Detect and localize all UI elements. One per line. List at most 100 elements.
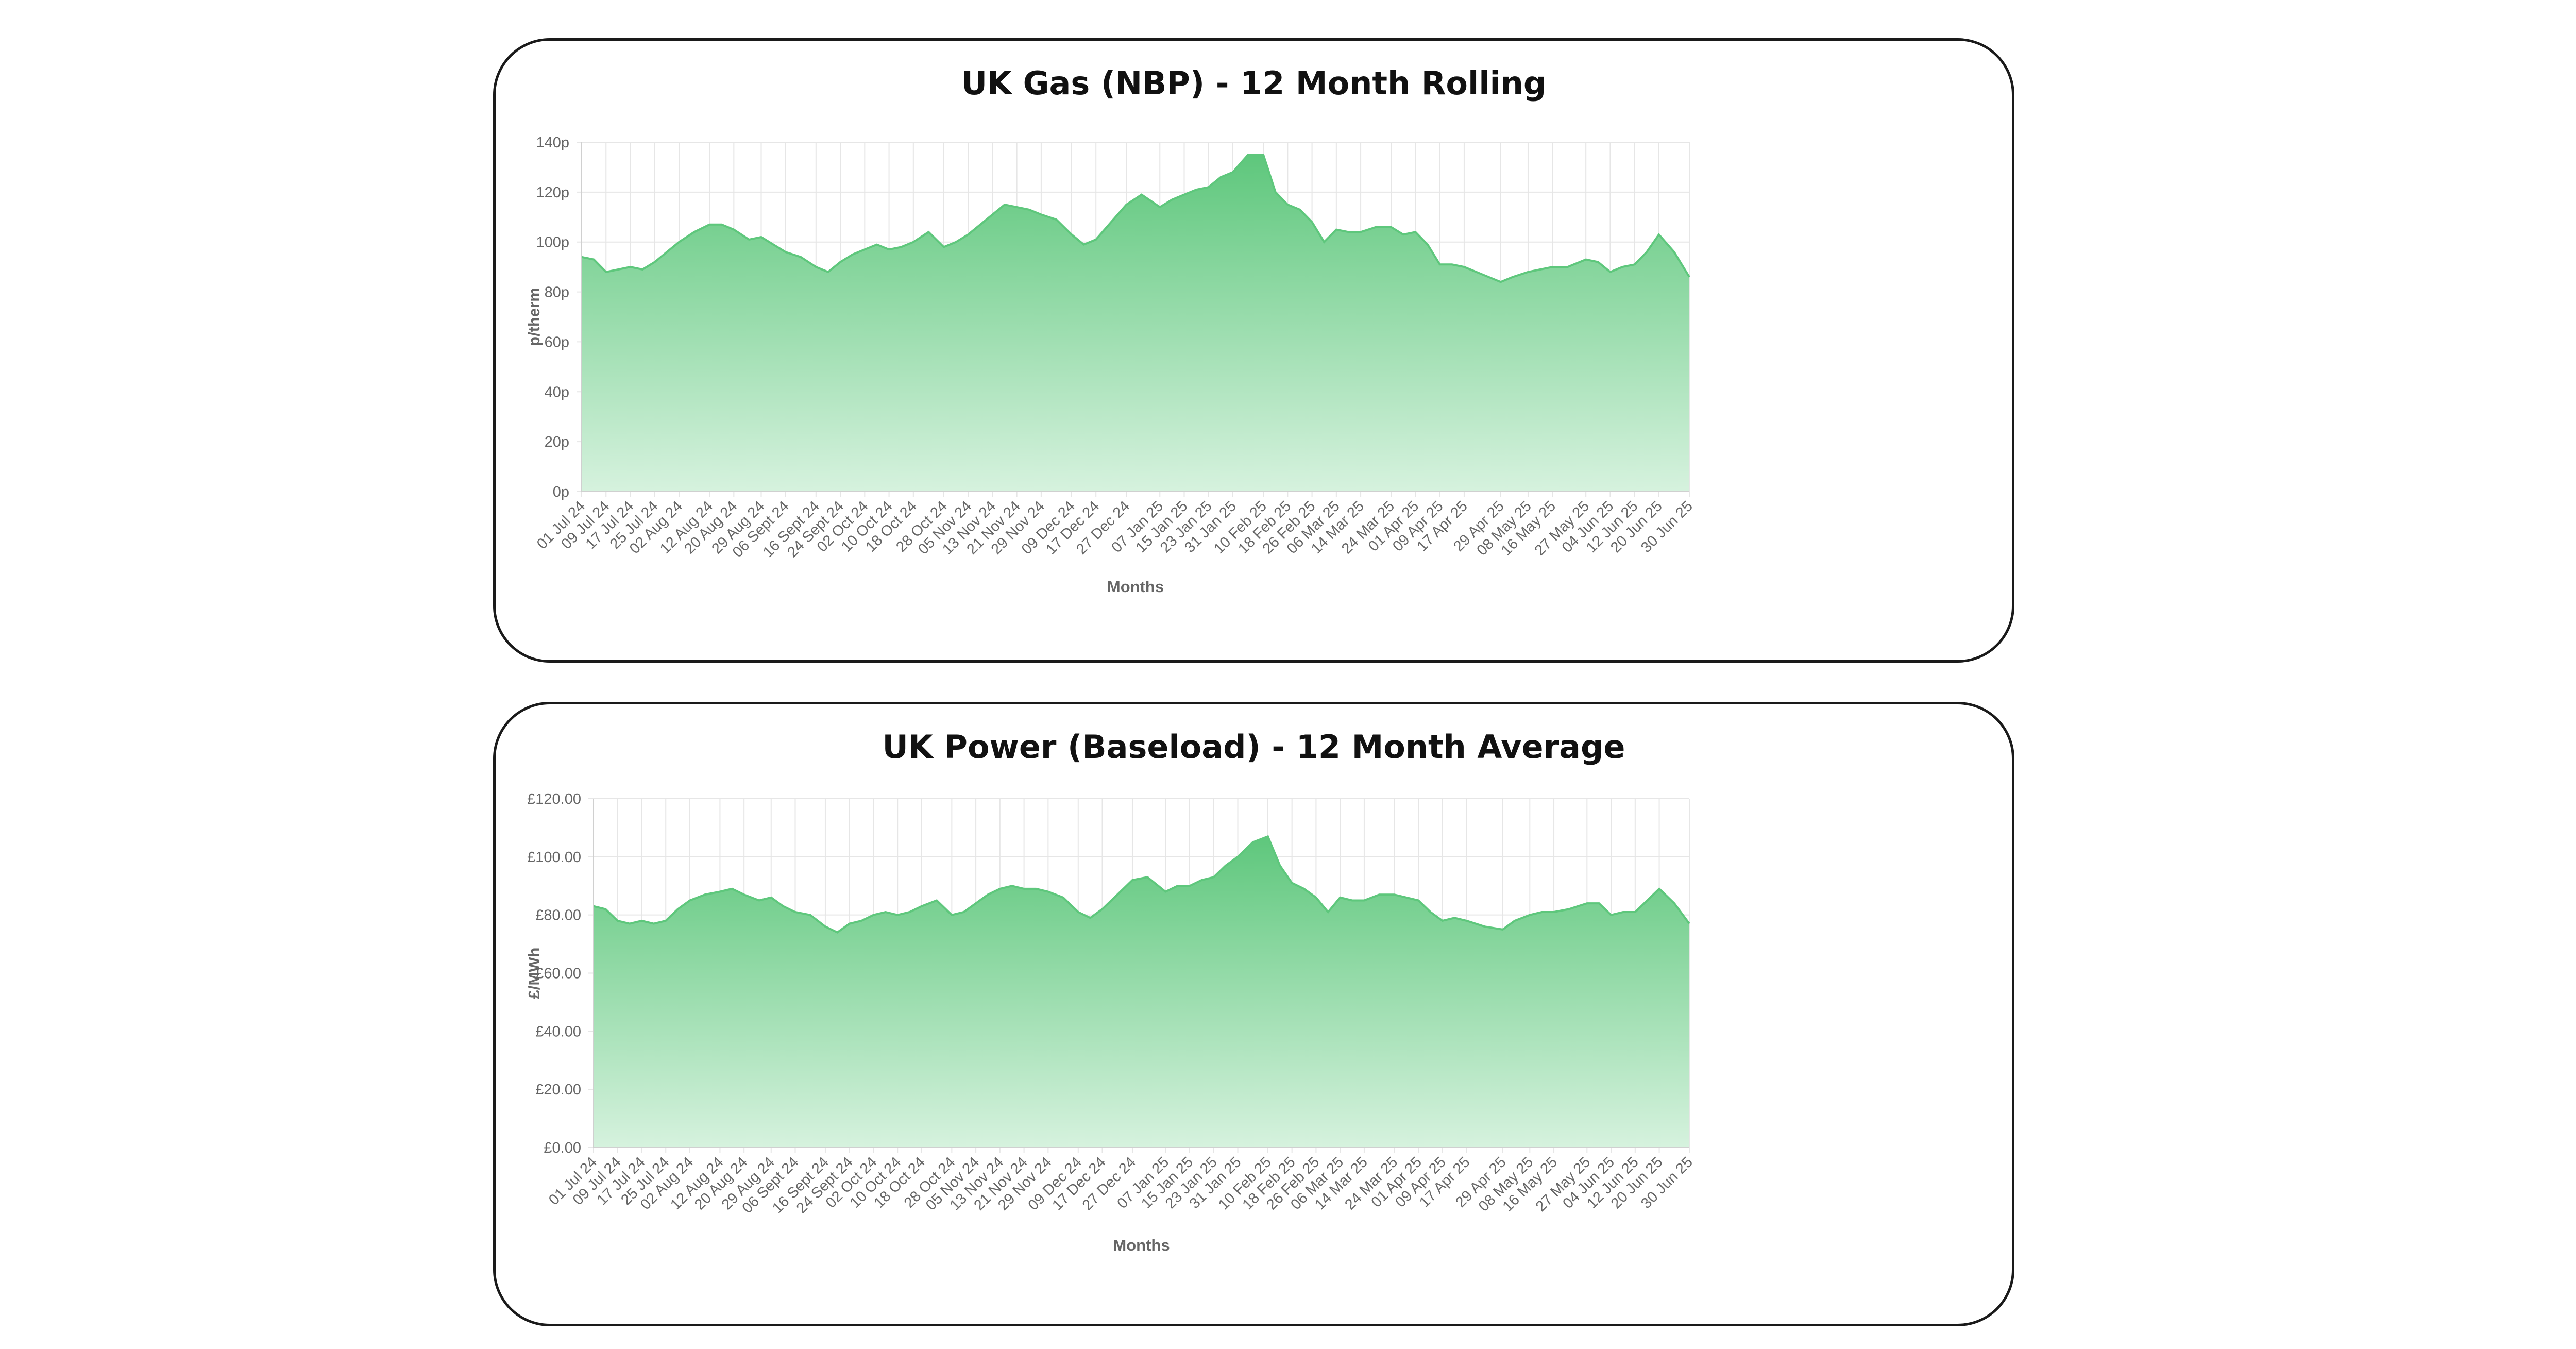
data-point	[703, 893, 706, 896]
data-point	[1015, 206, 1019, 209]
series-area	[594, 836, 1689, 1148]
data-point	[1131, 879, 1134, 882]
data-point	[1040, 213, 1043, 216]
data-point	[1062, 896, 1065, 899]
data-point	[1567, 907, 1570, 910]
data-point	[1539, 268, 1542, 271]
data-point	[664, 919, 667, 922]
data-point	[1023, 887, 1026, 890]
data-point	[1566, 265, 1569, 268]
data-point	[1140, 193, 1143, 196]
data-point	[782, 905, 785, 908]
y-tick-label: 120p	[536, 184, 569, 201]
data-point	[1438, 263, 1442, 266]
data-point	[720, 223, 723, 226]
data-point	[1116, 893, 1119, 896]
data-point	[935, 899, 938, 902]
data-point	[908, 910, 911, 914]
data-point	[1608, 271, 1612, 274]
data-point	[1266, 835, 1269, 838]
power-price-chart: £0.00 £20.00 £40.00 £60.00 £80.00 £100.00 £120…	[525, 791, 1696, 1254]
data-point	[991, 213, 994, 216]
y-tick-label: £80.00	[535, 907, 581, 924]
data-point	[1077, 910, 1080, 914]
data-point	[1552, 910, 1555, 914]
data-point	[616, 919, 619, 922]
data-point	[1417, 899, 1420, 902]
y-tick-label: £0.00	[544, 1140, 581, 1156]
data-point	[1003, 203, 1006, 206]
data-point	[1540, 910, 1544, 914]
data-point	[1176, 884, 1179, 887]
data-point	[1688, 922, 1691, 925]
data-point	[1171, 198, 1174, 201]
data-point	[851, 253, 854, 256]
data-point	[872, 914, 875, 917]
data-point	[1426, 243, 1429, 246]
data-point	[1450, 263, 1453, 266]
y-tick-label: 60p	[545, 334, 569, 350]
y-tick-label: 140p	[536, 134, 569, 151]
y-tick-label: 40p	[545, 384, 569, 400]
data-point	[1251, 841, 1255, 844]
data-point	[1463, 265, 1466, 268]
data-point	[1465, 919, 1468, 922]
data-point	[1499, 280, 1502, 283]
data-point	[1645, 250, 1648, 254]
data-point	[1089, 916, 1092, 919]
data-point	[1657, 233, 1660, 236]
data-point	[1314, 896, 1317, 899]
data-point	[1146, 875, 1149, 879]
y-axis-title: p/therm	[525, 288, 543, 346]
series-line	[581, 154, 1690, 283]
data-point	[1389, 226, 1393, 229]
data-point	[604, 271, 607, 274]
data-point	[1378, 893, 1381, 896]
data-point	[824, 925, 827, 928]
data-point	[860, 919, 863, 922]
data-point	[1441, 919, 1444, 922]
data-point	[718, 890, 721, 893]
y-tick-label: £20.00	[535, 1082, 581, 1098]
data-point	[1323, 241, 1326, 244]
data-point	[1027, 208, 1030, 211]
data-point	[942, 245, 945, 248]
data-point	[1405, 896, 1408, 899]
data-point	[1110, 221, 1113, 224]
data-point	[1046, 890, 1049, 893]
data-point	[955, 241, 958, 244]
y-tick-label: £120.00	[527, 791, 581, 807]
data-point	[1597, 260, 1600, 263]
data-point	[998, 887, 1002, 890]
data-point	[1291, 882, 1294, 885]
power-chart-card: UK Power (Baseload) - 12 Month Average £…	[493, 702, 2014, 1326]
data-point	[1513, 919, 1516, 922]
data-point	[1327, 910, 1330, 914]
data-point	[1585, 902, 1588, 905]
data-point	[1414, 230, 1417, 233]
y-axis-title: £/MWh	[525, 948, 543, 999]
data-point	[1672, 250, 1675, 254]
data-point	[1393, 893, 1396, 896]
data-point	[742, 893, 745, 896]
data-point	[1274, 191, 1277, 194]
data-point	[900, 245, 903, 248]
data-point	[770, 896, 773, 899]
data-point	[1402, 233, 1405, 236]
data-point	[1621, 265, 1624, 268]
chart-title: UK Gas (NBP) - 12 Month Rolling	[961, 64, 1547, 102]
data-point	[1158, 206, 1161, 209]
data-point	[1224, 864, 1227, 867]
data-point	[927, 230, 930, 233]
data-point	[896, 914, 899, 917]
x-axis-title: Months	[1107, 578, 1164, 596]
data-point	[1501, 928, 1504, 931]
data-point	[1673, 902, 1676, 905]
data-point	[688, 899, 691, 902]
data-point	[1688, 276, 1691, 279]
data-point	[748, 238, 751, 241]
data-point	[1363, 899, 1366, 902]
data-point	[708, 223, 711, 226]
data-point	[794, 910, 797, 914]
gas-chart-card: UK Gas (NBP) - 12 Month Rolling 0p 20p 40p…	[493, 38, 2014, 663]
